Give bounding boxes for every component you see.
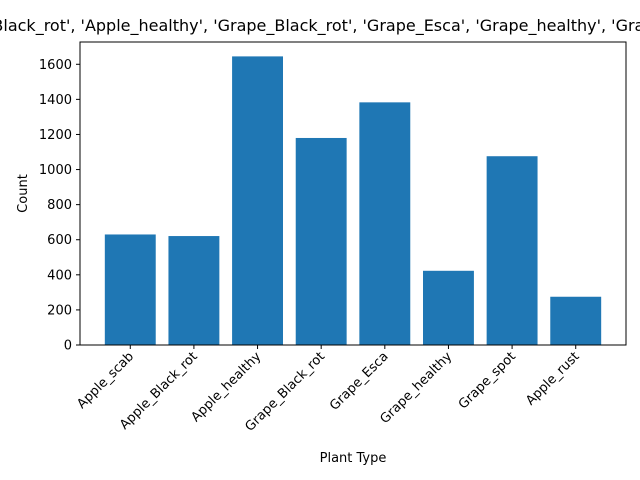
y-tick-label: 1200 bbox=[39, 128, 72, 143]
bar-apple-rust bbox=[550, 296, 602, 345]
y-tick-label: 200 bbox=[47, 303, 72, 318]
y-tick-label: 0 bbox=[64, 339, 72, 354]
x-axis-label: Plant Type bbox=[320, 451, 387, 466]
bars-group bbox=[104, 56, 602, 345]
y-tick-label: 400 bbox=[47, 268, 72, 283]
x-axis: Apple_scabApple_Black_rotApple_healthyGr… bbox=[74, 345, 583, 435]
y-tick-label: 1600 bbox=[39, 58, 72, 73]
bar-apple-scab bbox=[104, 234, 156, 345]
bar-grape-esca bbox=[359, 102, 411, 345]
x-tick-label: Grape_Esca bbox=[327, 349, 392, 414]
y-axis: 0 200 400 600 800 1000 1200 1400 1600 bbox=[39, 58, 80, 354]
x-tick-label: Grape_spot bbox=[456, 349, 519, 412]
y-tick-label: 600 bbox=[47, 233, 72, 248]
y-tick-label: 1400 bbox=[39, 93, 72, 108]
x-tick-label: Apple_scab bbox=[74, 349, 137, 412]
chart-title: ['Apple_scab', 'Apple_Black_rot', 'Apple… bbox=[0, 16, 640, 36]
y-tick-label: 1000 bbox=[39, 163, 72, 178]
bar-grape-healthy bbox=[423, 270, 474, 345]
bar-apple-black-rot bbox=[168, 236, 220, 345]
bar-grape-black-rot bbox=[295, 137, 347, 345]
x-tick-label: Apple_rust bbox=[523, 349, 582, 408]
plot-frame bbox=[79, 41, 627, 346]
bar-apple-healthy bbox=[232, 56, 283, 345]
y-axis-label: Count bbox=[16, 174, 31, 213]
y-tick-label: 800 bbox=[47, 198, 72, 213]
bar-grape-spot bbox=[486, 156, 538, 345]
